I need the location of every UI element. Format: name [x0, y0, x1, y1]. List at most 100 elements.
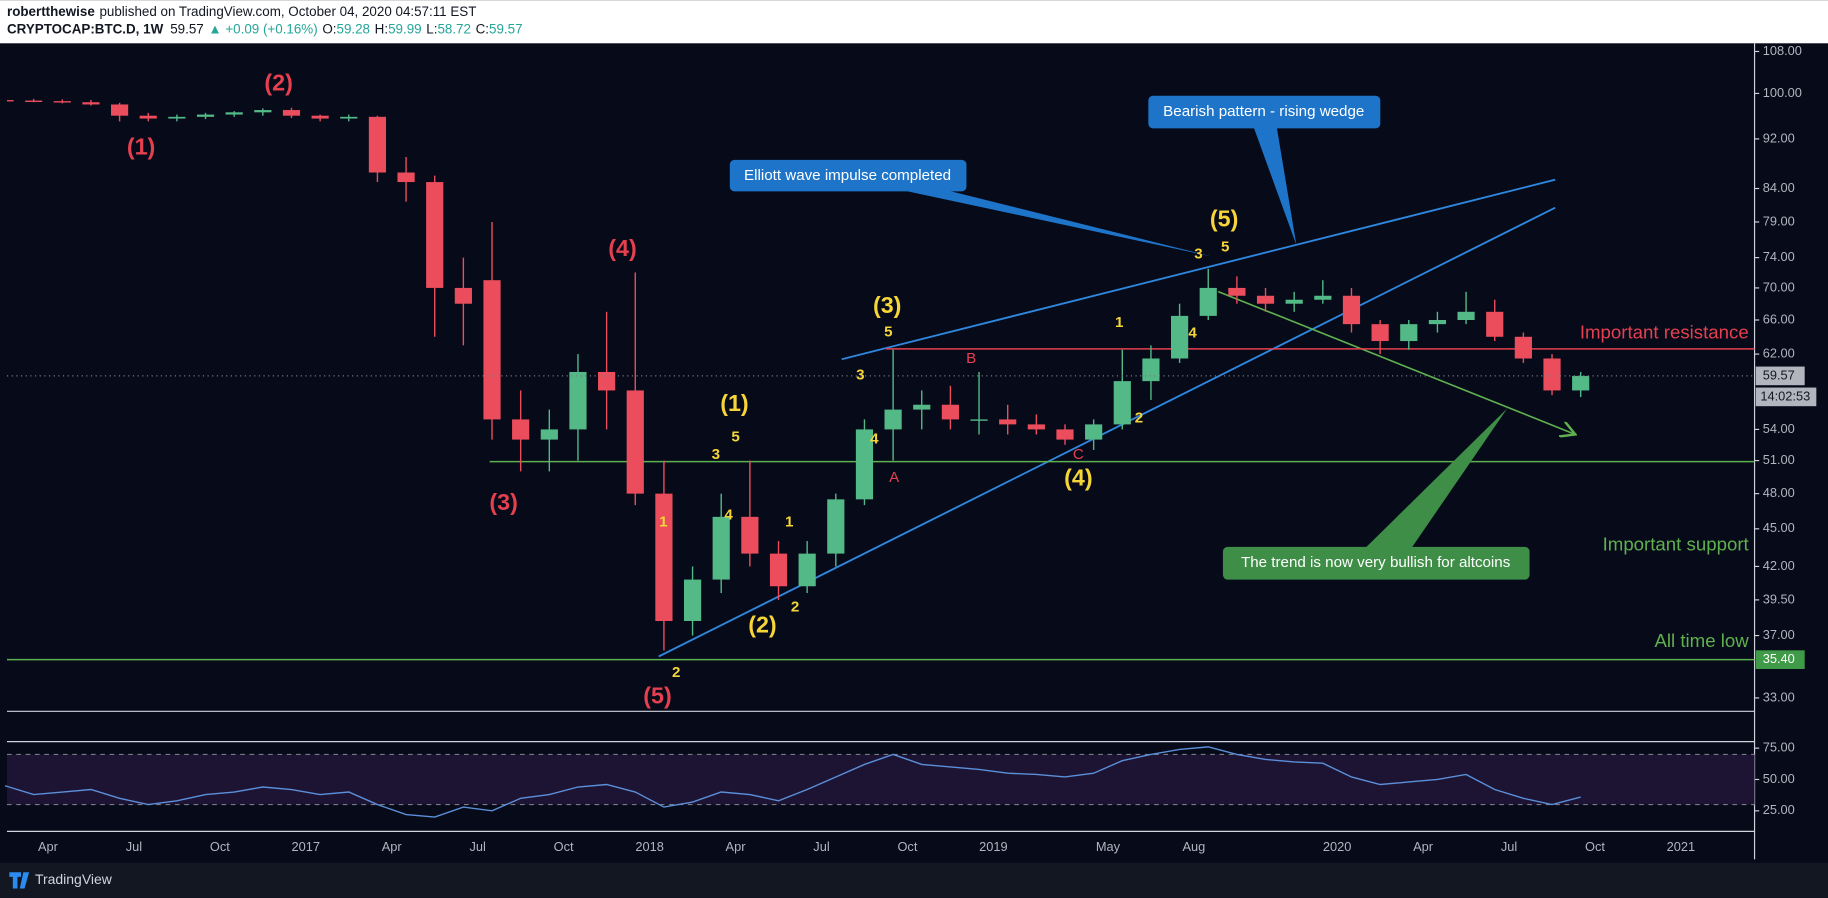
candle-body	[1285, 299, 1303, 304]
x-tick-label: Oct	[1585, 839, 1605, 854]
wave-label: (4)	[608, 235, 636, 261]
x-tick-label: Apr	[1413, 839, 1434, 854]
brand: TradingView	[35, 871, 113, 887]
y-tick-label: 92.00	[1763, 130, 1795, 145]
level-label: All time low	[1654, 630, 1749, 651]
candle-body	[426, 182, 444, 288]
wave-label: 5	[1221, 238, 1229, 255]
y-tick-label: 33.00	[1763, 689, 1795, 704]
wave-label: C	[1073, 446, 1084, 463]
x-tick-label: Apr	[726, 839, 747, 854]
ohlc-value: 59.57	[489, 21, 523, 36]
wave-label: (3)	[489, 489, 517, 515]
ohlc-label: C:	[476, 21, 489, 36]
last-price-box	[1755, 366, 1805, 386]
wave-label: (5)	[1210, 206, 1238, 232]
wave-label: 1	[659, 513, 667, 530]
candle-body	[1457, 311, 1475, 320]
wave-label: (1)	[127, 133, 155, 159]
wave-label: 3	[1194, 245, 1202, 262]
candle-body	[512, 419, 530, 440]
candle-body	[1027, 424, 1045, 430]
candle-body	[53, 101, 71, 103]
candle-body	[25, 100, 43, 102]
candle-body	[569, 371, 587, 430]
level-label: Important resistance	[1580, 322, 1749, 343]
candle-body	[1342, 295, 1361, 325]
x-tick-label: Apr	[38, 839, 59, 854]
x-tick-label: Oct	[554, 839, 574, 854]
callout-text: The trend is now very bullish for altcoi…	[1241, 554, 1511, 571]
candle-body	[254, 110, 272, 113]
x-tick-label: Jul	[813, 839, 829, 854]
y-tick-label: 42.00	[1763, 558, 1795, 573]
rsi-tick-label: 75.00	[1763, 740, 1795, 755]
change: ▲ +0.09 (+0.16%)	[208, 21, 317, 36]
candle-body	[454, 287, 472, 304]
y-tick-label: 70.00	[1763, 279, 1795, 294]
trend-arrow	[1217, 290, 1574, 434]
candle-body	[741, 516, 759, 554]
y-tick-label: 66.00	[1763, 311, 1795, 326]
wave-label: 5	[884, 323, 892, 340]
y-tick-label: 62.00	[1763, 345, 1795, 360]
last-price-label: 59.57	[1763, 367, 1795, 382]
symbol-line: CRYPTOCAP:BTC.D, 1W 59.57 ▲ +0.09 (+0.16%)…	[7, 21, 523, 36]
ohlc-value: 59.99	[388, 21, 422, 36]
footer-bar	[0, 862, 1828, 898]
candle-body	[1371, 324, 1389, 342]
wedge-upper	[841, 178, 1556, 361]
ohlc-label: O:	[322, 21, 336, 36]
y-tick-label: 39.50	[1763, 591, 1795, 606]
candle-body	[970, 419, 988, 421]
wave-label: 3	[856, 367, 864, 384]
wave-label: (5)	[643, 682, 671, 708]
candle-body	[999, 419, 1017, 425]
candle-body	[913, 404, 931, 410]
y-tick-label: 51.00	[1763, 452, 1795, 467]
candle-body	[941, 404, 959, 420]
callout-text: Bearish pattern - rising wedge	[1163, 103, 1364, 120]
last: 59.57	[170, 21, 204, 36]
candle-body	[540, 429, 558, 440]
candle-body	[769, 553, 788, 587]
wave-label: (4)	[1064, 464, 1092, 490]
price-label: 35.40	[1763, 651, 1795, 666]
candle-body	[82, 102, 100, 105]
symbol: CRYPTOCAP:BTC.D, 1W	[7, 21, 164, 36]
x-tick-label: Aug	[1183, 839, 1206, 854]
candle-body	[340, 116, 358, 119]
x-tick-label: Oct	[897, 839, 917, 854]
x-tick-label: 2021	[1667, 839, 1696, 854]
candle-body	[798, 553, 816, 587]
rsi-band	[6, 754, 1755, 805]
candle-body	[225, 112, 243, 115]
countdown: 14:02:53	[1760, 388, 1810, 403]
candle-body	[311, 115, 329, 119]
wave-label: (1)	[720, 390, 748, 416]
wave-label: 2	[1135, 410, 1143, 427]
level-label: Important support	[1603, 534, 1750, 555]
callout-text: Elliott wave impulse completed	[744, 167, 951, 184]
wave-label: (2)	[264, 69, 292, 95]
candle-body	[1543, 358, 1561, 391]
candle-body	[483, 280, 501, 420]
candle-body	[655, 493, 673, 622]
author: robertthewise	[7, 3, 95, 18]
candle-body	[196, 114, 215, 117]
y-tick-label: 74.00	[1763, 249, 1795, 264]
candle-body	[168, 116, 186, 119]
wave-label: 2	[672, 664, 680, 681]
x-tick-label: 2018	[635, 839, 664, 854]
candle-body	[1199, 287, 1217, 316]
y-tick-label: 108.00	[1763, 43, 1802, 58]
x-tick-label: Jul	[126, 839, 142, 854]
wave-label: (3)	[873, 292, 901, 318]
wave-label: 1	[785, 513, 793, 530]
wave-label: 2	[791, 599, 799, 616]
logo	[9, 872, 30, 889]
x-tick-label: May	[1096, 839, 1121, 854]
x-tick-label: Jul	[470, 839, 486, 854]
